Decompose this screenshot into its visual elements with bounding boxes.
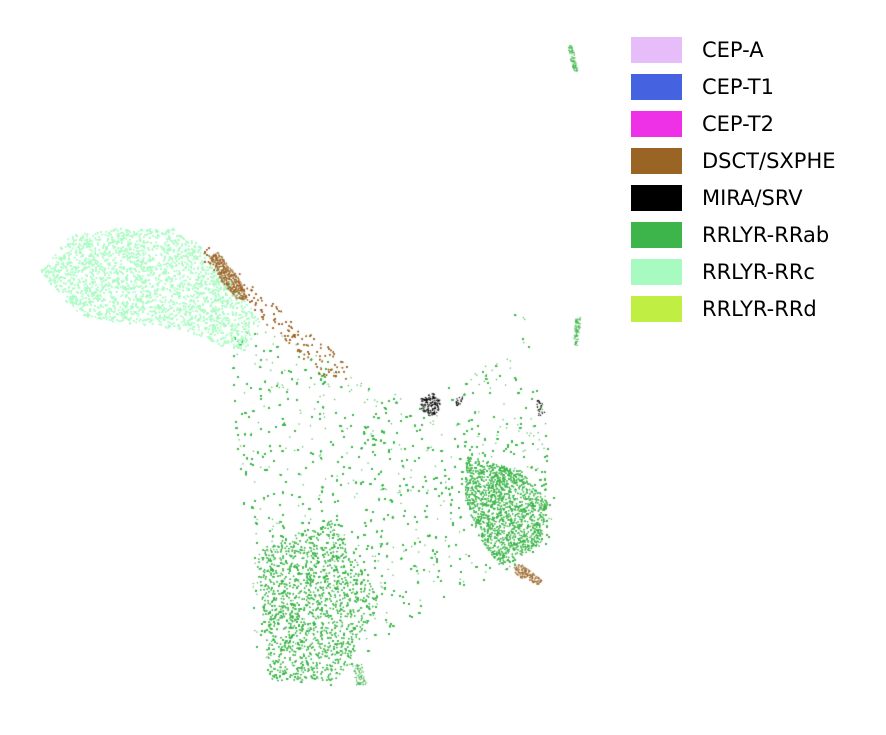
legend-label-cep-a: CEP-A <box>702 37 764 62</box>
legend-swatch-rrlyr-rrc <box>631 258 682 285</box>
legend-entry-cep-a: CEP-A <box>631 31 836 68</box>
legend-label-rrlyr-rrc: RRLYR-RRc <box>702 259 815 284</box>
legend-entry-cep-t2: CEP-T2 <box>631 105 836 142</box>
legend-swatch-rrlyr-rrd <box>631 295 682 322</box>
legend-entry-rrlyr-rrab: RRLYR-RRab <box>631 216 836 253</box>
legend-swatch-dsct-sxphe <box>631 147 682 174</box>
legend-swatch-cep-a <box>631 36 682 63</box>
legend-label-mira-srv: MIRA/SRV <box>702 185 803 210</box>
legend-entry-mira-srv: MIRA/SRV <box>631 179 836 216</box>
legend-label-cep-t2: CEP-T2 <box>702 111 774 136</box>
legend: CEP-A CEP-T1 CEP-T2 DSCT/SXPHE MIRA/SRV … <box>631 31 836 327</box>
legend-entry-rrlyr-rrc: RRLYR-RRc <box>631 253 836 290</box>
legend-entry-dsct-sxphe: DSCT/SXPHE <box>631 142 836 179</box>
legend-label-rrlyr-rrd: RRLYR-RRd <box>702 296 817 321</box>
legend-swatch-cep-t2 <box>631 110 682 137</box>
legend-label-rrlyr-rrab: RRLYR-RRab <box>702 222 830 247</box>
legend-swatch-cep-t1 <box>631 73 682 100</box>
legend-swatch-mira-srv <box>631 184 682 211</box>
legend-swatch-rrlyr-rrab <box>631 221 682 248</box>
legend-label-cep-t1: CEP-T1 <box>702 74 774 99</box>
legend-entry-rrlyr-rrd: RRLYR-RRd <box>631 290 836 327</box>
legend-label-dsct-sxphe: DSCT/SXPHE <box>702 148 836 173</box>
legend-entry-cep-t1: CEP-T1 <box>631 68 836 105</box>
